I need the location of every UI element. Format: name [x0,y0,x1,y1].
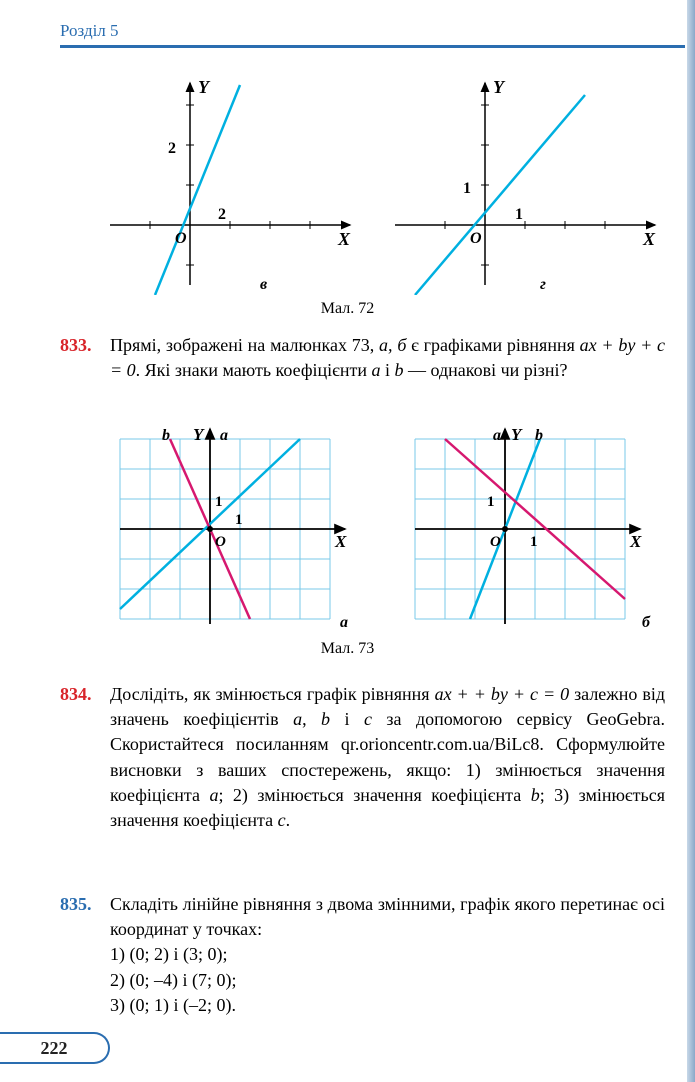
chart-v-label: в [260,276,267,294]
svg-text:O: O [175,230,187,247]
header-underline [60,45,685,48]
chart-73b-label: б [642,614,650,632]
svg-text:a: a [220,427,228,444]
svg-text:2: 2 [218,206,226,223]
figure-72-caption: Мал. 72 [0,300,695,318]
problem-835-number: 835. [60,892,110,1018]
svg-text:1: 1 [515,206,523,223]
problem-833-text: Прямі, зображені на малюнках 73, а, б є … [110,333,665,383]
svg-text:b: b [535,427,543,444]
problem-833-number: 833. [60,333,110,383]
chart-72-v: O 2 2 X Y [100,75,360,295]
svg-text:O: O [470,230,482,247]
svg-text:Y: Y [193,425,205,444]
svg-text:O: O [215,534,226,550]
svg-text:Y: Y [198,77,211,97]
problem-834-number: 834. [60,682,110,833]
problem-834: 834. Дослідіть, як змінюється графік рів… [60,682,665,833]
page-header: Розділ 5 [60,18,685,48]
page-number: 222 [0,1032,110,1064]
page-right-border [687,0,695,1082]
svg-text:a: a [493,427,501,444]
svg-text:2: 2 [168,140,176,157]
figure-73-row: O 1 1 X Y a b O 1 1 [110,424,655,634]
svg-text:X: X [642,229,656,249]
problem-834-text: Дослідіть, як змінюється графік рівняння… [110,682,665,833]
chart-g-label: г [540,276,546,294]
svg-text:1: 1 [463,180,471,197]
chart-73-b: O 1 1 X Y a b [405,424,655,634]
problem-833: 833. Прямі, зображені на малюнках 73, а,… [60,333,665,383]
figure-73-caption: Мал. 73 [0,640,695,658]
svg-text:X: X [337,229,351,249]
svg-text:b: b [162,427,170,444]
svg-text:1: 1 [487,494,495,510]
svg-text:X: X [334,532,347,551]
svg-text:Y: Y [493,77,506,97]
problem-835: 835. Складіть лінійне рівняння з двома з… [60,892,665,1018]
chart-73a-label: а [340,614,348,632]
chart-73-a: O 1 1 X Y a b [110,424,360,634]
svg-text:1: 1 [530,534,538,550]
svg-text:1: 1 [235,512,243,528]
figure-72-row: O 2 2 X Y O 1 1 X Y [100,75,665,295]
svg-text:O: O [490,534,501,550]
section-title: Розділ 5 [60,21,119,45]
problem-835-text: Складіть лінійне рівняння з двома змінни… [110,892,665,1018]
chart-72-g: O 1 1 X Y [385,75,665,295]
svg-text:X: X [629,532,642,551]
svg-text:1: 1 [215,494,223,510]
svg-text:Y: Y [511,425,523,444]
